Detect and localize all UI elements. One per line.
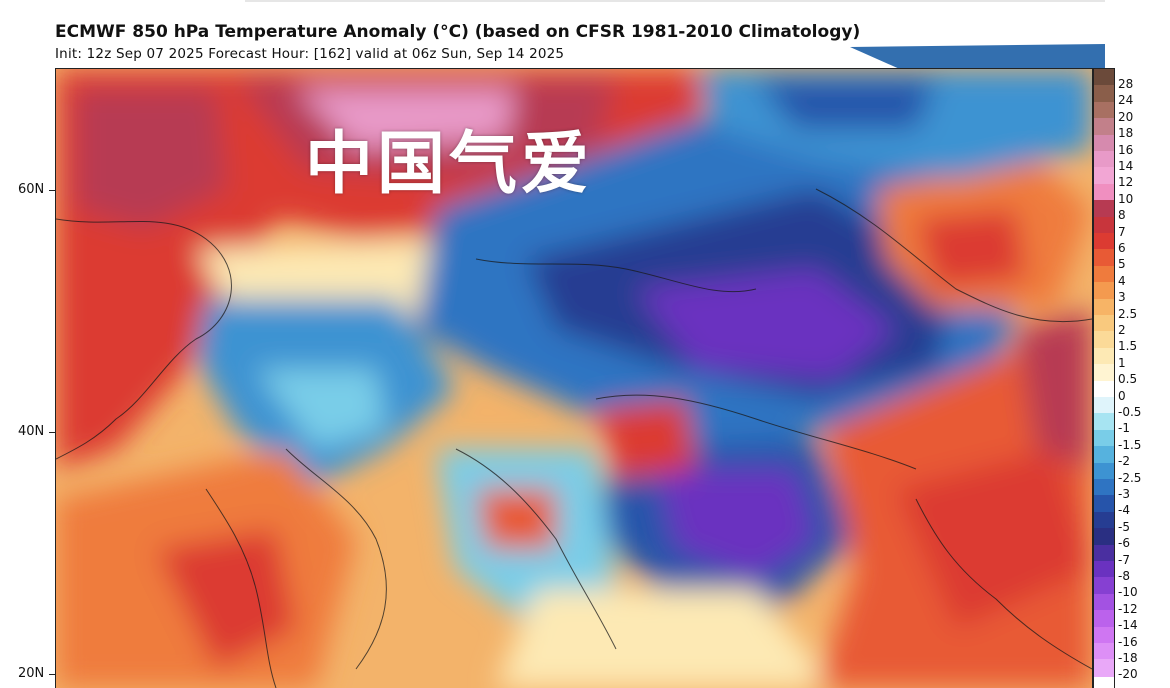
colorbar-tick-label: 2 xyxy=(1118,323,1126,337)
colorbar-tick-label: 10 xyxy=(1118,191,1134,206)
colorbar-tick-label: 18 xyxy=(1118,126,1134,141)
map-subtitle: Init: 12z Sep 07 2025 Forecast Hour: [16… xyxy=(55,46,565,62)
colorbar-tick-label: -3 xyxy=(1118,487,1130,501)
colorbar-tick-label: 28 xyxy=(1118,77,1134,91)
colorbar-tick-label: -7 xyxy=(1118,552,1130,567)
colorbar-segment xyxy=(1094,626,1114,644)
colorbar-segment xyxy=(1094,495,1114,513)
colorbar-segment xyxy=(1094,85,1114,103)
colorbar-tick-label: -12 xyxy=(1118,601,1138,616)
colorbar-segment xyxy=(1094,69,1114,87)
colorbar-tick-label: 6 xyxy=(1118,241,1126,255)
colorbar-tick-label: -2.5 xyxy=(1118,470,1142,485)
colorbar-segment xyxy=(1094,331,1114,349)
colorbar-tick-label: 20 xyxy=(1118,109,1134,124)
colorbar-tick-label: 2.5 xyxy=(1118,306,1138,321)
colorbar-segment xyxy=(1094,429,1114,448)
colorbar-tick-label: -8 xyxy=(1118,569,1130,583)
colorbar-segment xyxy=(1094,659,1114,677)
colorbar-segment xyxy=(1094,265,1114,284)
colorbar-segment xyxy=(1094,528,1114,546)
colorbar-segment xyxy=(1094,282,1114,300)
colorbar-tick-label: -6 xyxy=(1118,536,1130,551)
colorbar-segment xyxy=(1094,216,1114,234)
anomaly-map xyxy=(55,68,1093,688)
lat-label-60n: 60N xyxy=(18,182,45,197)
colorbar-tick-label: -14 xyxy=(1118,618,1138,633)
colorbar-segment xyxy=(1094,167,1114,185)
colorbar-segment xyxy=(1094,347,1114,366)
colorbar-tick-label: -0.5 xyxy=(1118,405,1142,419)
colorbar-segment xyxy=(1094,544,1114,562)
anomaly-map-canvas xyxy=(56,69,1092,688)
colorbar-tick-label: 4 xyxy=(1118,273,1126,288)
colorbar-segment xyxy=(1094,183,1114,202)
colorbar-segment xyxy=(1094,380,1114,398)
lat-label-20n: 20N xyxy=(18,666,45,681)
top-divider xyxy=(245,0,1105,2)
colorbar-segment xyxy=(1094,561,1114,579)
colorbar-tick-label: -18 xyxy=(1118,651,1138,665)
colorbar-tick-label: 24 xyxy=(1118,93,1134,108)
colorbar-segment xyxy=(1094,577,1114,595)
colorbar-tick-label: 5 xyxy=(1118,257,1126,272)
colorbar xyxy=(1093,68,1115,688)
lat-label-40n: 40N xyxy=(18,424,45,439)
lat-tick xyxy=(49,674,55,675)
colorbar-tick-label: -1 xyxy=(1118,421,1130,436)
colorbar-tick-label: -20 xyxy=(1118,667,1138,682)
colorbar-segment xyxy=(1094,397,1114,415)
colorbar-segment xyxy=(1094,134,1114,152)
colorbar-segment xyxy=(1094,413,1114,431)
colorbar-labels: 28 24 20 18 16 14 12 10 8 7 6 5 4 3 2.5 2 1.5 1 0.5 0 -0.5 -1… xyxy=(1118,68,1170,687)
colorbar-tick-label: 16 xyxy=(1118,142,1134,157)
colorbar-tick-label: 1.5 xyxy=(1118,339,1138,354)
colorbar-segment xyxy=(1094,233,1114,251)
lat-tick xyxy=(49,432,55,433)
colorbar-segment xyxy=(1094,298,1114,316)
colorbar-tick-label: -2 xyxy=(1118,454,1130,469)
colorbar-tick-label: 1 xyxy=(1118,355,1126,370)
colorbar-segment xyxy=(1094,118,1114,136)
colorbar-segment xyxy=(1094,462,1114,480)
colorbar-tick-label: -4 xyxy=(1118,503,1130,518)
colorbar-tick-label: 7 xyxy=(1118,224,1126,239)
colorbar-segment xyxy=(1094,101,1114,120)
colorbar-tick-label: 12 xyxy=(1118,175,1134,190)
colorbar-tick-label: -1.5 xyxy=(1118,437,1142,452)
watermark-text: 中国气爱 xyxy=(305,125,594,204)
colorbar-tick-label: 3 xyxy=(1118,290,1126,305)
colorbar-segment xyxy=(1094,315,1114,333)
colorbar-segment xyxy=(1094,446,1114,464)
colorbar-tick-label: 14 xyxy=(1118,159,1134,173)
map-title: ECMWF 850 hPa Temperature Anomaly (°C) (… xyxy=(55,22,861,42)
colorbar-segment xyxy=(1094,511,1114,530)
colorbar-segment xyxy=(1094,249,1114,267)
lat-tick xyxy=(49,190,55,191)
colorbar-segment xyxy=(1094,593,1114,612)
colorbar-segment xyxy=(1094,364,1114,382)
colorbar-segment xyxy=(1094,479,1114,497)
colorbar-segment xyxy=(1094,610,1114,628)
colorbar-tick-label: 0.5 xyxy=(1118,372,1138,387)
colorbar-segment xyxy=(1094,200,1114,218)
colorbar-segment xyxy=(1094,151,1114,169)
colorbar-tick-label: 0 xyxy=(1118,388,1126,403)
colorbar-tick-label: -5 xyxy=(1118,519,1130,534)
colorbar-segment xyxy=(1094,643,1114,661)
colorbar-tick-label: -10 xyxy=(1118,585,1138,600)
colorbar-tick-label: -16 xyxy=(1118,634,1138,649)
colorbar-tick-label: 8 xyxy=(1118,208,1126,223)
